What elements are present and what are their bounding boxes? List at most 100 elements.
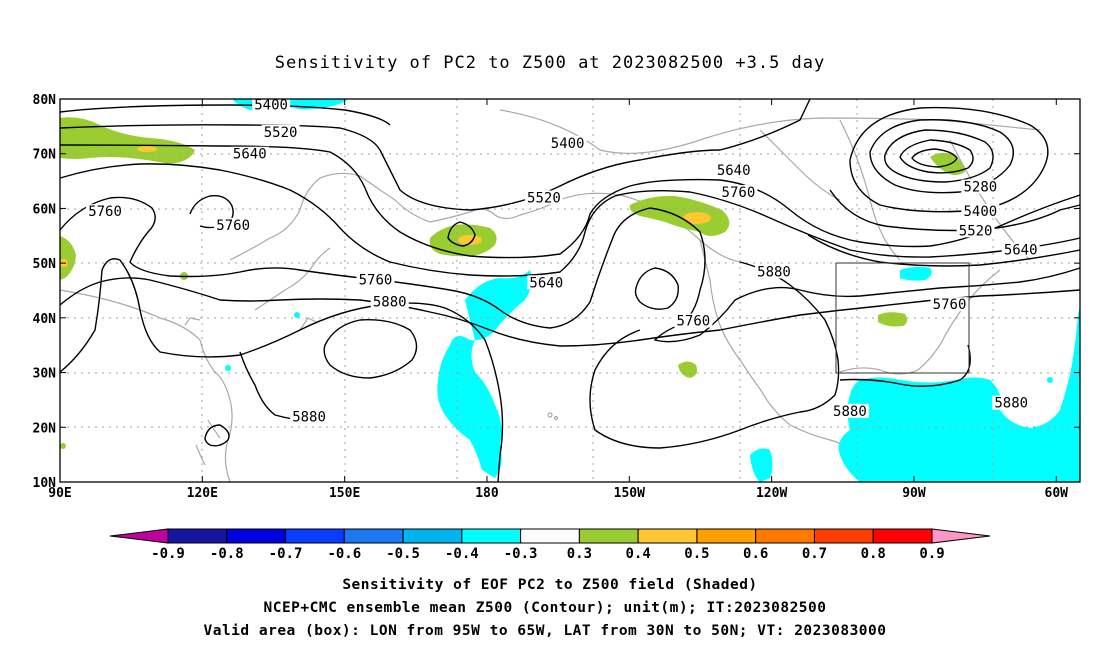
contour-labels: 5400 5520 5640 5400 5760 5760 5520 5640 5760 5280… xyxy=(86,97,1040,425)
caption-line-1: Sensitivity of EOF PC2 to Z500 field (Sh… xyxy=(342,577,757,593)
colorbar-label: 0.5 xyxy=(684,546,709,562)
colorbar-high-triangle xyxy=(931,528,991,544)
contour-label-bg xyxy=(930,297,969,312)
caption-line-2: NCEP+CMC ensemble mean Z500 (Contour); u… xyxy=(263,600,826,616)
contour-label-bg xyxy=(86,204,125,219)
contour-label-bg xyxy=(961,204,1000,219)
contour-label-bg xyxy=(214,217,253,232)
colorbar-label: 0.7 xyxy=(802,546,827,562)
lat-tick-label: 60N xyxy=(33,202,57,217)
z500-contours xyxy=(59,98,1081,483)
colorbar-label: -0.3 xyxy=(504,546,538,562)
colorbar-label: 0.9 xyxy=(919,546,944,562)
lat-tick-label: 20N xyxy=(33,421,57,436)
grid-lines xyxy=(60,99,1080,482)
colorbar-label: -0.7 xyxy=(269,546,303,562)
lon-tick-label: 150E xyxy=(329,486,360,501)
contour-label: 5760 xyxy=(676,314,710,330)
contour-label: 5640 xyxy=(529,275,563,291)
lon-tick-label: 180 xyxy=(475,486,499,501)
colorbar-label: 0.3 xyxy=(567,546,592,562)
colorbar-swatch xyxy=(813,528,874,544)
lat-tick-label: 80N xyxy=(33,93,57,108)
colorbar-swatch xyxy=(696,528,757,544)
lat-tick-label: 10N xyxy=(33,476,57,491)
lat-tick-label: 30N xyxy=(33,367,57,382)
contour-label: 5760 xyxy=(722,185,756,201)
colorbar-label: 0.8 xyxy=(861,546,886,562)
colorbar-label: 0.4 xyxy=(626,546,651,562)
lon-tick-label: 120W xyxy=(756,486,787,501)
contour-label-bg xyxy=(992,395,1031,410)
colorbar: -0.9 -0.8 -0.7 -0.6 -0.5 -0.4 -0.3 0.3 0.4 0.5 0.6… xyxy=(109,528,991,562)
contour-label-bg xyxy=(252,97,291,112)
lat-tick-label: 50N xyxy=(33,257,57,272)
contour-label-bg xyxy=(524,190,563,205)
contour-label: 5400 xyxy=(964,204,998,220)
contour-label: 5880 xyxy=(373,294,407,310)
colorbar-swatch xyxy=(755,528,815,544)
contour-label: 5640 xyxy=(233,147,267,163)
contour-label: 5760 xyxy=(88,204,122,220)
contour-label: 5400 xyxy=(254,97,288,113)
contour-label-bg xyxy=(830,403,869,418)
colorbar-swatch xyxy=(285,528,345,544)
map-panel: 5400 5520 5640 5400 5760 5760 5520 5640 5760 5280… xyxy=(59,97,1081,483)
colorbar-low-triangle xyxy=(109,528,169,544)
lon-tick-label: 150W xyxy=(614,486,645,501)
contour-label-bg xyxy=(961,179,1000,194)
contour-label: 5760 xyxy=(359,273,393,289)
contour-label-bg xyxy=(261,124,300,139)
contour-label-bg xyxy=(527,275,566,290)
lon-tick-label: 90E xyxy=(48,486,71,501)
colorbar-swatch xyxy=(167,528,228,544)
contour-label: 5640 xyxy=(717,163,751,179)
map-frame xyxy=(59,98,1081,483)
colorbar-label: -0.8 xyxy=(210,546,244,562)
colorbar-label: 0.6 xyxy=(743,546,768,562)
contour-label-bg xyxy=(290,409,329,424)
contour-label: 5880 xyxy=(994,396,1028,412)
colorbar-swatch xyxy=(226,528,287,544)
contour-label-bg xyxy=(370,294,409,309)
contour-label-bg xyxy=(1001,242,1040,257)
colorbar-label: -0.9 xyxy=(151,546,185,562)
colorbar-label: -0.5 xyxy=(386,546,420,562)
contour-label: 5880 xyxy=(833,404,867,420)
lat-tick-label: 70N xyxy=(33,148,57,163)
colorbar-label: -0.4 xyxy=(445,546,479,562)
contour-label: 5760 xyxy=(933,297,967,313)
contour-label-bg xyxy=(356,272,395,287)
lon-tick-label: 120E xyxy=(187,486,218,501)
contour-label: 5280 xyxy=(964,180,998,196)
contour-label: 5640 xyxy=(1004,242,1038,258)
contour-label: 5520 xyxy=(959,223,993,239)
colorbar-swatch xyxy=(343,528,404,544)
contour-label: 5760 xyxy=(216,218,250,234)
contour-label: 5400 xyxy=(551,136,585,152)
colorbar-swatch xyxy=(402,528,463,544)
lon-tick-label: 60W xyxy=(1045,486,1069,501)
contour-label: 5520 xyxy=(527,190,561,206)
contour-label-bg xyxy=(755,264,793,279)
contour-label: 5880 xyxy=(292,409,326,425)
contour-label-bg xyxy=(230,146,269,161)
contour-label-bg xyxy=(714,163,753,178)
valid-area-box xyxy=(835,262,970,374)
lat-tick-label: 40N xyxy=(33,312,57,327)
colorbar-swatch xyxy=(461,528,522,544)
contour-label: 5880 xyxy=(757,264,791,280)
colorbar-label: -0.6 xyxy=(327,546,361,562)
colorbar-swatch xyxy=(637,528,698,544)
contour-label-bg xyxy=(719,185,758,200)
contour-label-bg xyxy=(674,313,713,328)
contour-label-bg xyxy=(956,223,995,238)
colorbar-swatch xyxy=(872,528,933,544)
colorbar-swatch xyxy=(578,528,639,544)
colorbar-swatch xyxy=(520,528,580,544)
figure-title: Sensitivity of PC2 to Z500 at 2023082500… xyxy=(275,53,826,73)
contour-label-bg xyxy=(548,135,587,150)
lon-tick-label: 90W xyxy=(902,486,926,501)
caption-line-3: Valid area (box): LON from 95W to 65W, L… xyxy=(203,623,886,639)
